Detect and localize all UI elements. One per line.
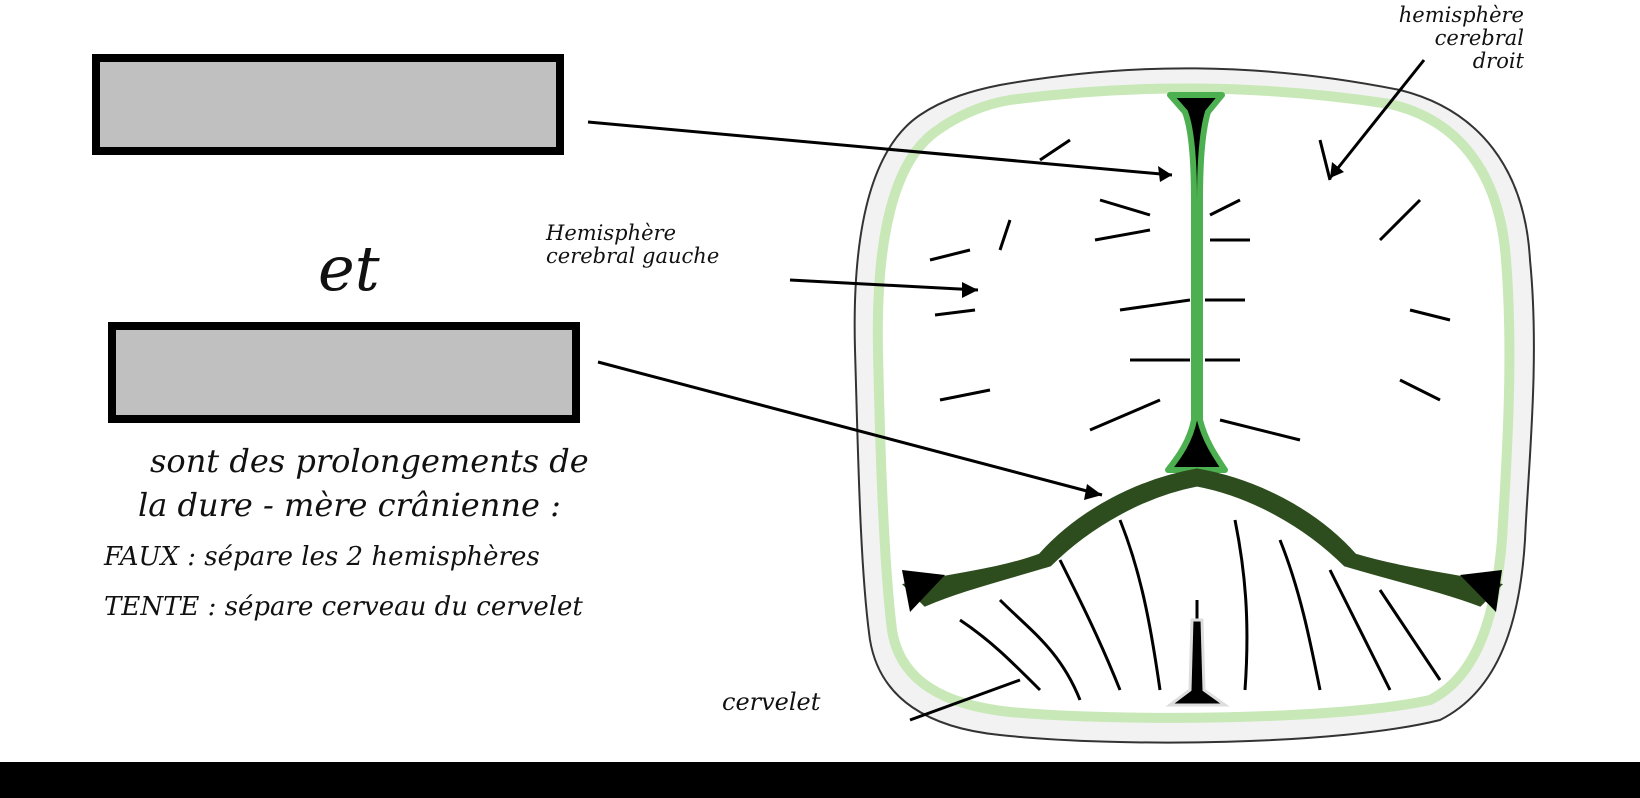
- tente-definition: TENTE : sépare cerveau du cervelet: [104, 592, 583, 622]
- label-left-hemisphere-line-1: Hemisphère: [546, 221, 677, 245]
- pointer-right-hemisphere: [1328, 59, 1426, 179]
- label-right-hemisphere-line-1: hemisphère: [1398, 3, 1524, 27]
- cerebellum-folia: [959, 519, 1442, 701]
- falx-cerebri: [1165, 92, 1228, 473]
- answer-box-1[interactable]: [92, 54, 564, 155]
- arrowheads: [962, 162, 1344, 500]
- conjunction-et: et: [318, 232, 380, 305]
- pointer-left-hemisphere: [789, 278, 979, 292]
- label-left-hemisphere-line-2: cerebral gauche: [546, 244, 720, 268]
- bottom-bar: [0, 762, 1640, 798]
- label-right-hemisphere-line-3: droit: [1472, 49, 1524, 73]
- gyri: [929, 138, 1451, 442]
- answer-box-2[interactable]: [108, 322, 580, 423]
- lateral-sinus-left: [902, 570, 945, 612]
- description-line-1: sont des prolongements de: [150, 442, 589, 480]
- pointer-lines: [587, 59, 1426, 722]
- pointer-cervelet: [909, 678, 1021, 722]
- label-right-hemisphere: hemisphère cerebral droit: [1374, 4, 1524, 73]
- pointer-box2: [597, 360, 1103, 497]
- lateral-sinus-right: [1460, 570, 1502, 612]
- label-right-hemisphere-line-2: cerebral: [1434, 26, 1524, 50]
- label-left-hemisphere: Hemisphère cerebral gauche: [546, 222, 719, 268]
- description-line-2: la dure - mère crânienne :: [138, 486, 561, 524]
- pointer-box1: [587, 120, 1173, 177]
- falx-cerebelli: [1165, 618, 1230, 707]
- tentorium-cerebelli: [902, 468, 1503, 607]
- faux-definition: FAUX : sépare les 2 hemisphères: [104, 542, 540, 572]
- label-cervelet: cervelet: [722, 688, 821, 716]
